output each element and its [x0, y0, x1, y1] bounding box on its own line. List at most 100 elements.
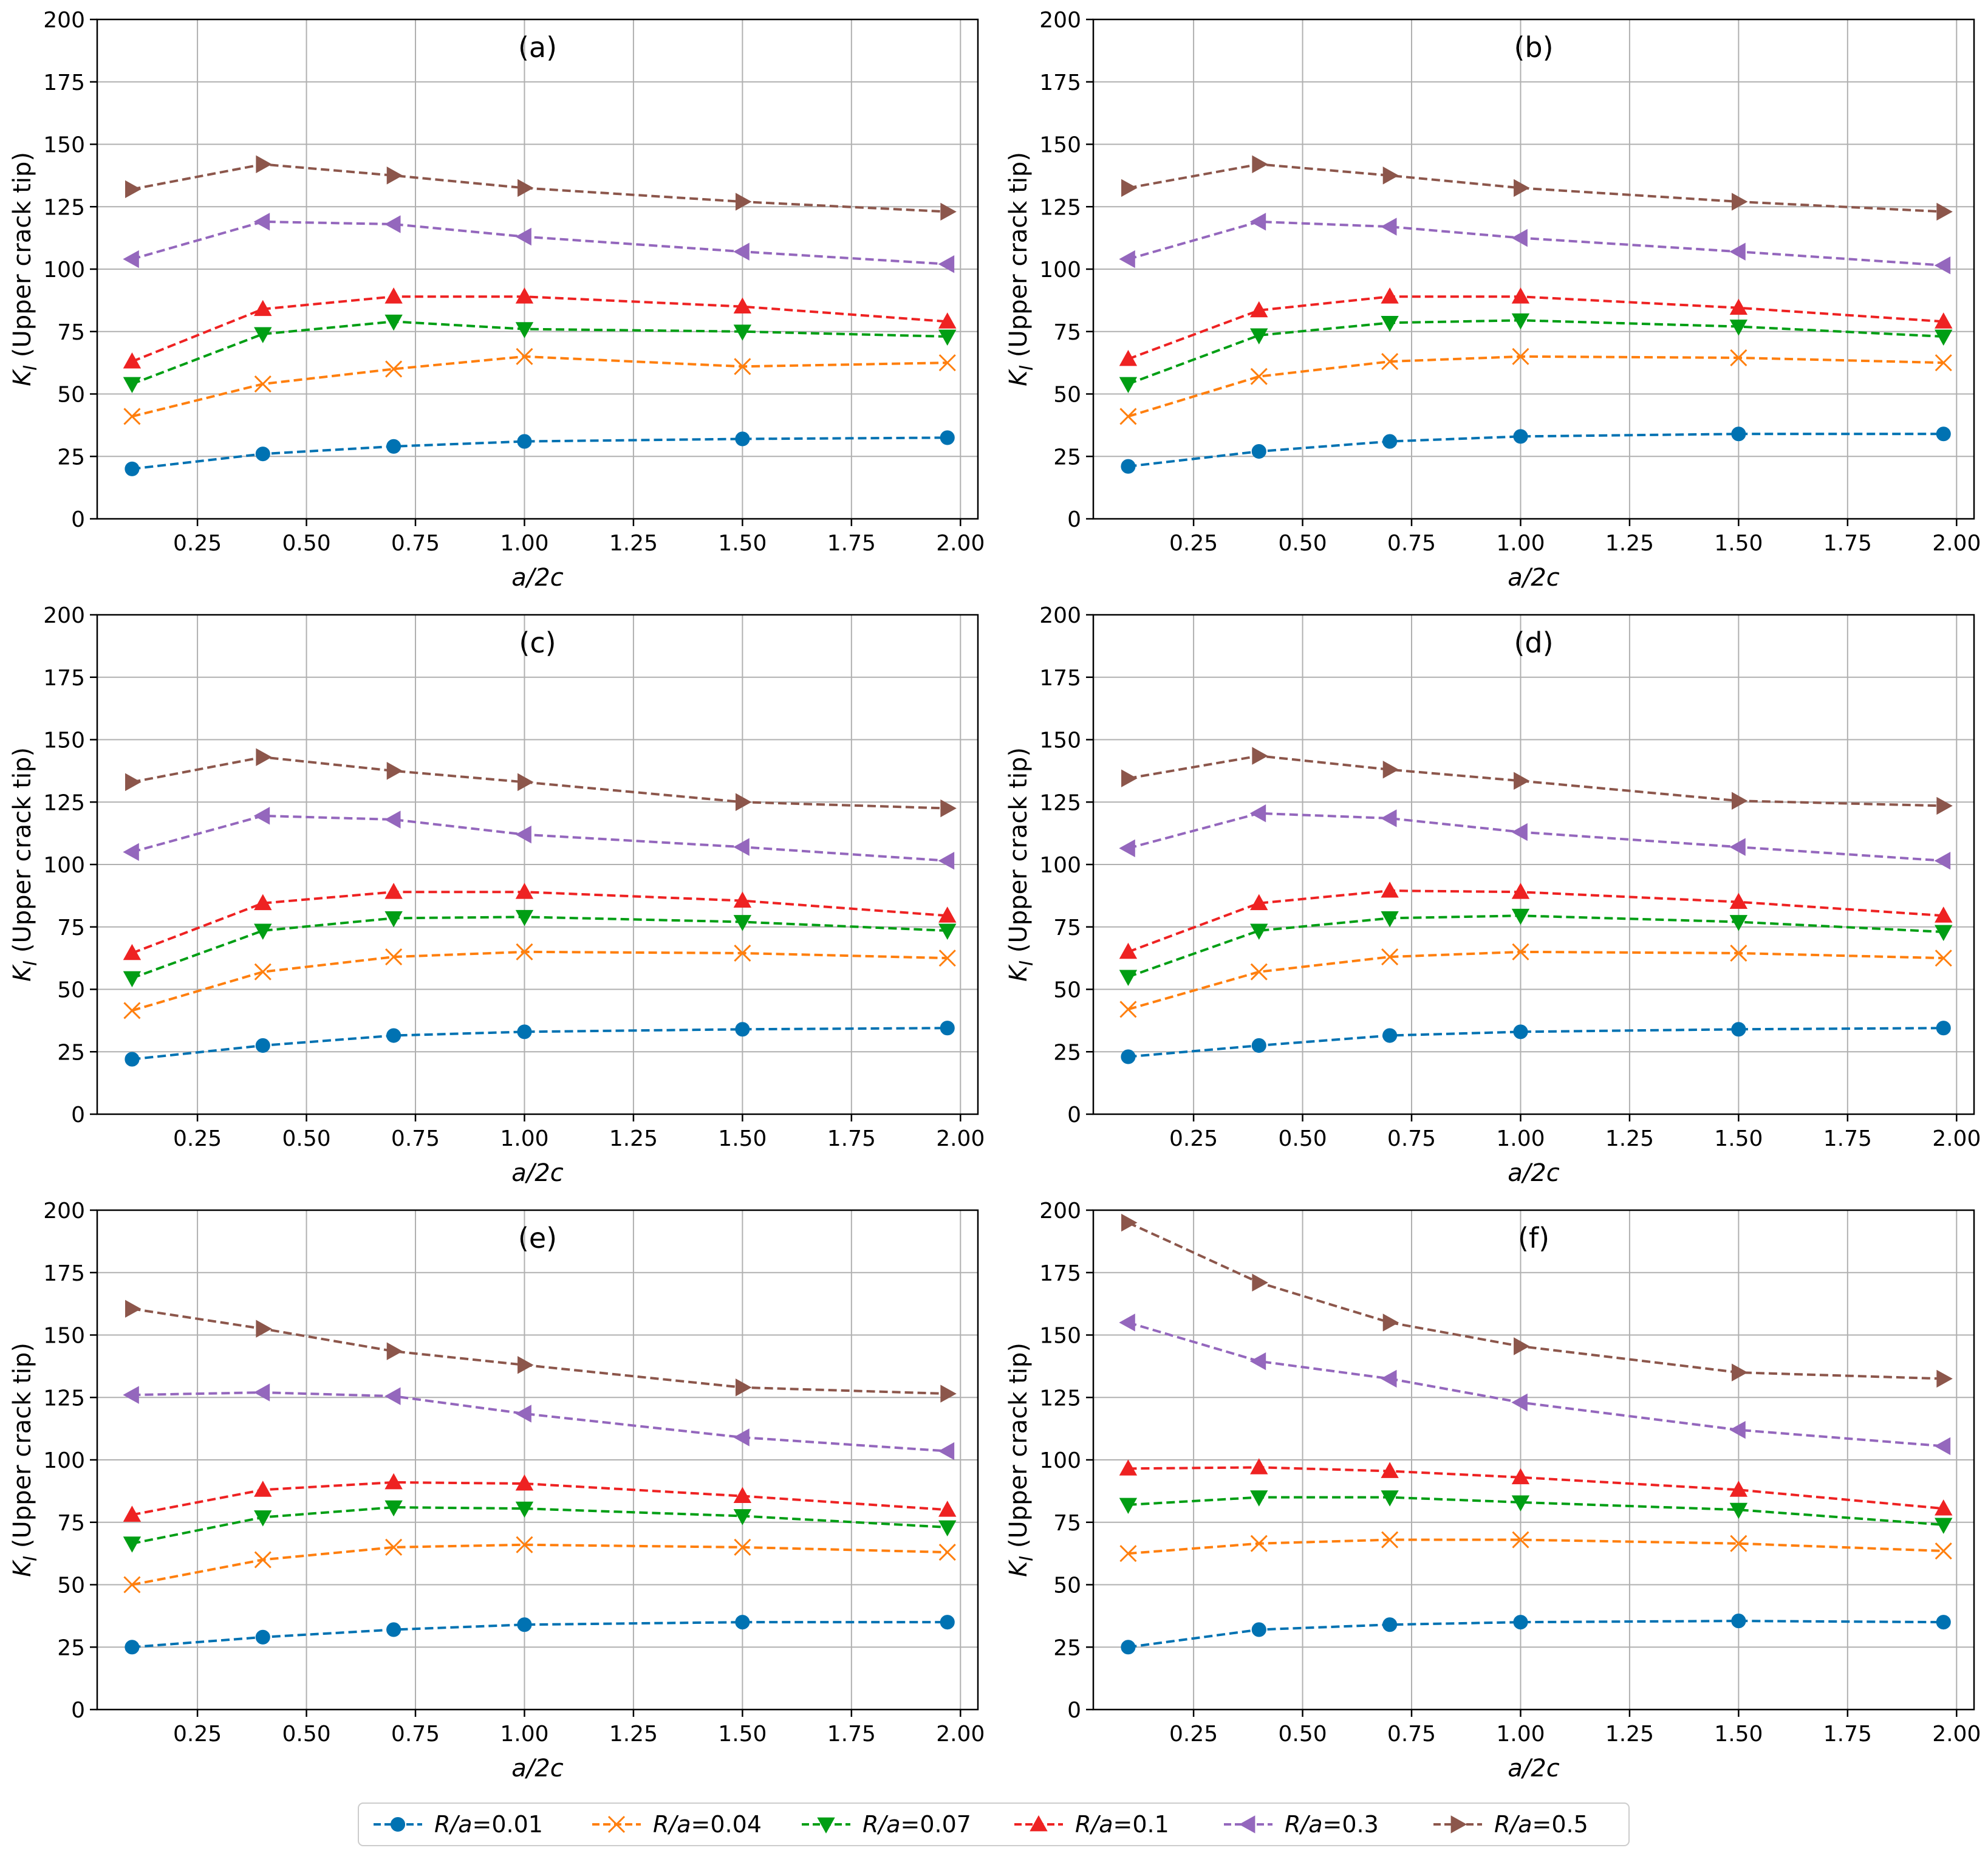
data-point: [1729, 1502, 1748, 1519]
data-point: [735, 431, 750, 447]
data-point: [123, 250, 139, 269]
data-point: [384, 883, 403, 899]
panel-title: (b): [1514, 31, 1553, 64]
data-point: [1935, 329, 1953, 346]
data-point: [386, 166, 403, 185]
data-point: [940, 1021, 955, 1036]
data-point: [1935, 925, 1953, 942]
data-point: [1936, 796, 1953, 815]
series-line: [1128, 163, 1944, 213]
data-point: [385, 360, 403, 378]
series-R/a=0.04: [1119, 943, 1952, 1018]
x-tick-label: 1.50: [718, 531, 767, 556]
data-point: [1119, 1313, 1135, 1332]
panel-title: (a): [518, 31, 557, 64]
data-point: [1511, 908, 1530, 925]
data-point: [384, 1500, 403, 1517]
data-point: [256, 155, 272, 174]
y-tick-label: 25: [57, 1635, 85, 1660]
y-tick-label: 0: [71, 1103, 85, 1128]
data-point: [125, 773, 142, 792]
data-point: [1121, 769, 1138, 787]
data-point: [386, 1622, 401, 1637]
series-R/a=0.3: [1119, 1313, 1951, 1456]
series-line: [1127, 1221, 1944, 1380]
data-point: [255, 447, 270, 462]
x-tick-label: 2.00: [936, 531, 985, 556]
data-point: [1381, 353, 1399, 371]
data-point: [1935, 1542, 1952, 1560]
data-point: [1731, 193, 1748, 211]
x-tick-label: 2.00: [936, 1126, 985, 1151]
y-tick-label: 100: [1039, 853, 1081, 878]
data-point: [384, 1387, 401, 1405]
data-point: [125, 1299, 142, 1318]
legend-frame: [358, 1803, 1630, 1846]
x-tick-label: 1.00: [1496, 1126, 1545, 1151]
data-point: [733, 297, 752, 314]
data-point: [254, 375, 272, 393]
legend-entry: R/a=0.01: [374, 1811, 543, 1838]
panel-title: (c): [519, 626, 556, 659]
data-point: [384, 287, 403, 304]
data-point: [123, 1536, 142, 1553]
data-point: [1382, 761, 1399, 779]
series-line: [131, 950, 948, 1012]
x-tick-label: 0.75: [391, 1126, 440, 1151]
data-point: [1512, 1531, 1529, 1549]
data-point: [1935, 312, 1953, 329]
series-R/a=0.3: [1119, 213, 1951, 275]
data-point: [1514, 179, 1530, 197]
data-point: [123, 943, 142, 960]
series-line: [132, 436, 948, 470]
x-tick-label: 0.50: [1278, 1126, 1327, 1151]
y-tick-label: 25: [1053, 1635, 1081, 1660]
y-axis-label: KI (Upper crack tip): [9, 747, 41, 982]
data-point: [1382, 434, 1398, 449]
y-tick-label: 25: [57, 1040, 85, 1065]
series-R/a=0.04: [123, 943, 956, 1019]
x-tick-label: 1.50: [1714, 1722, 1763, 1747]
data-point: [1729, 1481, 1748, 1497]
series-line: [1127, 812, 1944, 862]
series-line: [131, 220, 948, 265]
data-point: [940, 430, 955, 445]
data-point: [123, 377, 142, 394]
data-point: [386, 762, 403, 780]
y-tick-label: 175: [1039, 1261, 1081, 1286]
data-point: [1730, 349, 1747, 366]
data-point: [1250, 923, 1268, 940]
series-R/a=0.5: [1121, 747, 1953, 815]
series-R/a=0.5: [125, 1299, 957, 1403]
data-point: [735, 793, 752, 811]
data-point: [938, 354, 956, 372]
data-point: [938, 1520, 957, 1537]
data-point: [1511, 883, 1530, 899]
series-line: [1127, 295, 1944, 360]
data-point: [1119, 839, 1135, 857]
legend-marker: [1450, 1815, 1467, 1833]
data-point: [938, 255, 955, 273]
series-R/a=0.5: [125, 155, 957, 221]
y-tick-label: 125: [43, 195, 85, 220]
x-tick-label: 1.75: [1823, 531, 1872, 556]
x-tick-label: 1.00: [500, 531, 548, 556]
data-point: [384, 1473, 403, 1490]
data-point: [1381, 1462, 1399, 1478]
data-point: [1251, 1622, 1266, 1637]
data-point: [1119, 942, 1138, 959]
subplot-4: 0.25 0.50 0.75 1.00 1.25 1.50 1.75 2.00 0 25 50 75 1…: [1005, 603, 1981, 1187]
series-R/a=0.07: [123, 314, 957, 394]
y-tick-label: 125: [1039, 195, 1081, 220]
x-tick-label: 1.00: [1496, 1722, 1545, 1747]
x-tick-label: 1.75: [1823, 1126, 1872, 1151]
x-tick-label: 1.25: [609, 1722, 658, 1747]
data-point: [938, 1442, 955, 1460]
data-point: [1249, 1352, 1266, 1371]
series-line: [132, 1307, 948, 1395]
y-tick-label: 200: [43, 603, 85, 628]
series-R/a=0.5: [1121, 155, 1953, 221]
series-line: [1128, 755, 1944, 807]
